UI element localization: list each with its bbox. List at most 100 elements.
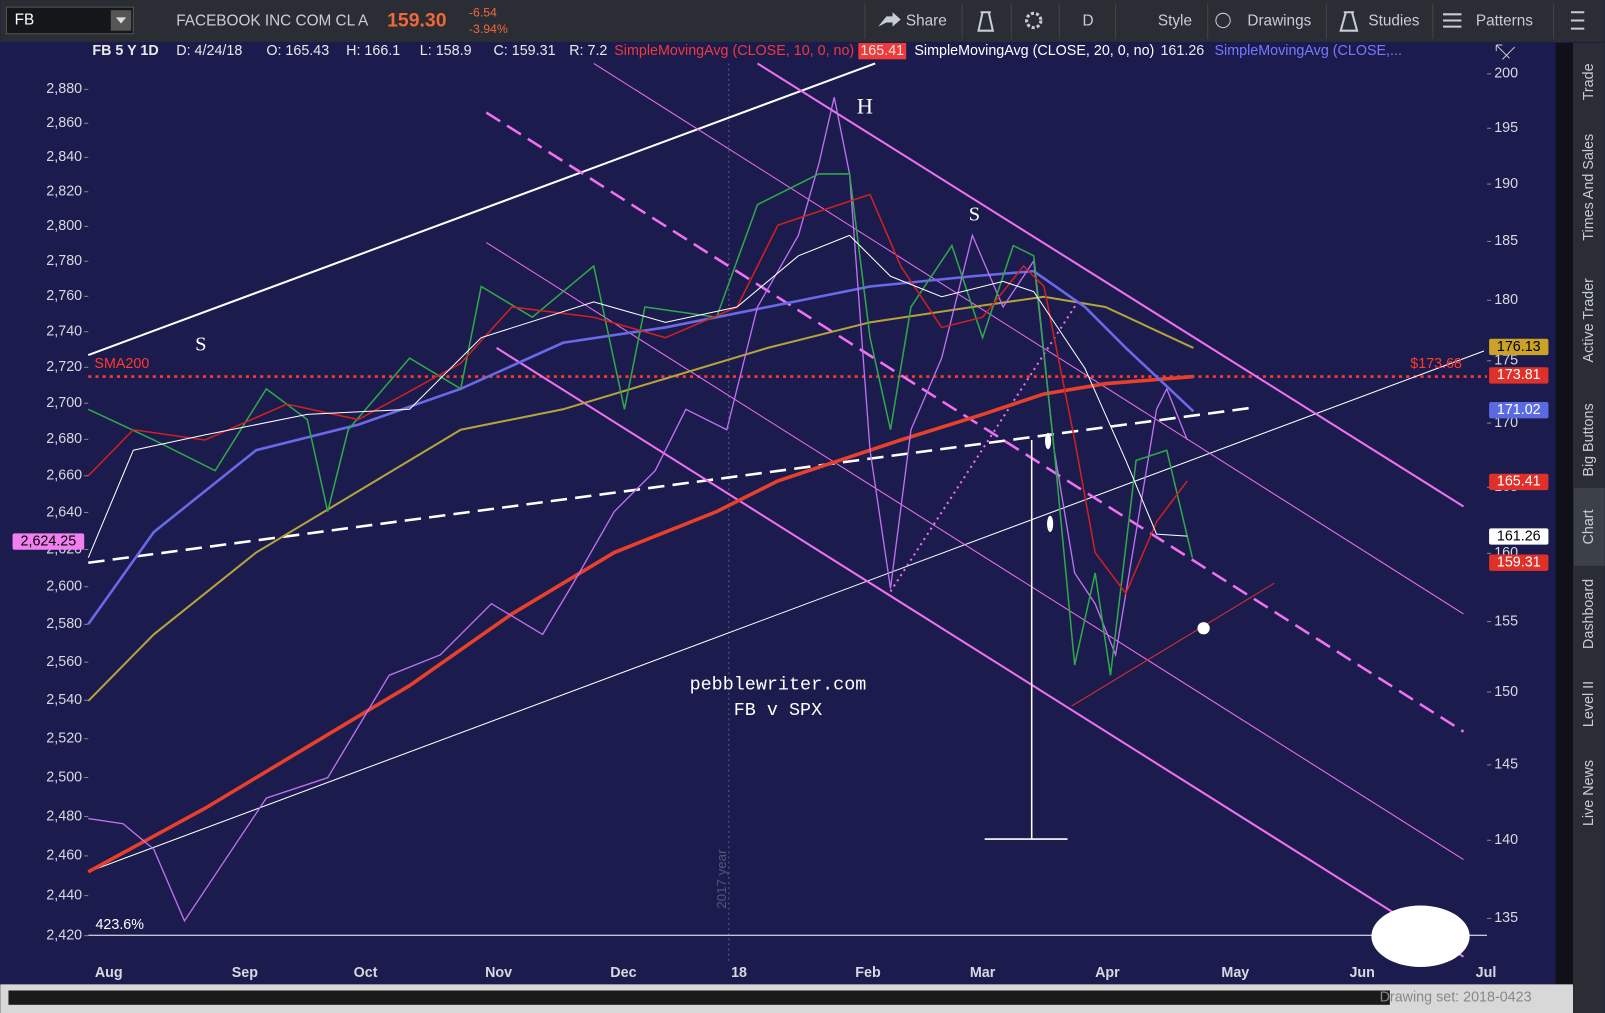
y-tick-label: 2,820 <box>46 184 82 200</box>
sidebar-tab[interactable]: Live News <box>1581 760 1597 826</box>
sidebar-tab[interactable]: Big Buttons <box>1581 403 1597 476</box>
x-tick-label: Sep <box>232 965 259 981</box>
sidebar-tab[interactable]: Trade <box>1581 63 1597 100</box>
y-tick-label: 2,700 <box>46 395 82 411</box>
toolbar <box>0 0 1605 42</box>
sidebar-tab[interactable]: Level II <box>1581 681 1597 727</box>
study-name: SimpleMovingAvg (CLOSE, 10, 0, no) <box>614 43 854 59</box>
y-tick-label: 2,440 <box>46 887 82 903</box>
flask-icon[interactable] <box>977 11 995 32</box>
annotation: H <box>857 94 873 119</box>
company-name: FACEBOOK INC COM CL A <box>176 13 369 30</box>
annotation: FB v SPX <box>734 700 822 721</box>
trend-line <box>87 62 876 357</box>
annotation: 423.6% <box>95 917 144 933</box>
sidebar-tab[interactable]: Dashboard <box>1581 579 1597 649</box>
dropdown-arrow <box>115 17 127 24</box>
settings-icon[interactable] <box>1025 11 1043 30</box>
studies-icon[interactable] <box>1339 11 1359 32</box>
toolbar-button[interactable]: Studies <box>1368 13 1419 30</box>
x-tick-label: Mar <box>970 965 996 981</box>
sidebar-tab[interactable]: Times And Sales <box>1581 134 1597 241</box>
sma20 <box>87 234 1188 558</box>
symbol: FB <box>15 12 35 29</box>
toolbar-button[interactable]: Share <box>906 13 947 30</box>
scrollbar[interactable] <box>1555 42 1573 985</box>
time-scrollbar[interactable] <box>8 990 1390 1005</box>
y2-marker-box <box>1489 367 1549 384</box>
y-tick-label: 2,500 <box>46 769 82 785</box>
y2-tick-label: 140 <box>1494 832 1518 848</box>
annotation: 2017 year <box>714 849 729 909</box>
net-change: -6.54 <box>469 6 497 20</box>
channel-line <box>486 242 1464 860</box>
sidebar-tab[interactable]: Active Trader <box>1581 278 1597 363</box>
y2-tick-label: 175 <box>1494 353 1518 369</box>
toolbar-button[interactable]: D <box>1082 13 1093 30</box>
x-tick-label: May <box>1221 965 1249 981</box>
active-tab <box>1574 488 1605 566</box>
last-price: 159.30 <box>387 10 447 32</box>
marker <box>1045 432 1052 450</box>
sma10 <box>87 193 1188 595</box>
y2-tick-label: 190 <box>1494 176 1518 192</box>
x-tick-label: Apr <box>1095 965 1120 981</box>
menu-icon[interactable] <box>1570 11 1585 30</box>
y-tick-label: 2,640 <box>46 504 82 520</box>
support-line <box>1071 582 1275 707</box>
y-tick-label: 2,580 <box>46 616 82 632</box>
expand-icon[interactable] <box>1495 44 1516 60</box>
y2-marker-box <box>1489 473 1549 491</box>
bar-high: H: 166.1 <box>346 43 400 59</box>
patterns-icon[interactable] <box>1443 13 1462 28</box>
spx-line <box>88 97 1188 923</box>
y-tick-label: 2,680 <box>46 431 82 447</box>
y2-marker-label: 173.81 <box>1497 367 1541 383</box>
y2-tick-label: 200 <box>1494 66 1518 82</box>
sma-gold <box>87 295 1194 702</box>
bar-range: R: 7.2 <box>569 43 607 59</box>
y2-tick-label: 180 <box>1494 292 1518 308</box>
y2-tick-label: 145 <box>1494 757 1518 773</box>
toolbar-button[interactable]: Drawings <box>1247 13 1311 30</box>
bar-close: C: 159.31 <box>493 43 555 59</box>
toolbar-separators <box>864 4 1555 39</box>
y-tick-label: 2,520 <box>46 731 82 747</box>
share-icon[interactable] <box>878 12 901 27</box>
marker <box>1197 622 1210 635</box>
y2-tick-label: 135 <box>1494 910 1518 926</box>
symbol-period: FB 5 Y 1D <box>92 43 158 59</box>
channel-lower <box>496 347 1465 958</box>
y2-tick-label: 155 <box>1494 613 1518 629</box>
y-tick-label: 2,460 <box>46 848 82 864</box>
marker <box>1047 515 1054 533</box>
y-tick-label: 2,760 <box>46 288 82 304</box>
y-tick-label: 2,840 <box>46 149 82 165</box>
y-tick-label: 2,860 <box>46 115 82 131</box>
bar-open: O: 165.43 <box>266 43 329 59</box>
y-tick-label: 2,480 <box>46 808 82 824</box>
sidebar-tabs: Trade Times And Sales Active Trader Big But… <box>1574 63 1605 826</box>
y2-marker-label: 159.31 <box>1497 554 1541 570</box>
trend-line-thin <box>88 350 1485 873</box>
x-tick-label: 18 <box>731 965 747 981</box>
y2-marker-label: 176.13 <box>1497 339 1541 355</box>
percent-change: -3.94% <box>469 22 508 36</box>
drawing-set: Drawing set: 2018-0423 <box>1380 989 1532 1005</box>
y2-tick-label: 170 <box>1494 415 1518 431</box>
toolbar-buttons: Share D Style Drawings Studies Patterns <box>906 13 1533 30</box>
y-tick-label: 2,600 <box>46 579 82 595</box>
x-tick-label: Oct <box>354 965 378 981</box>
sidebar-tab[interactable]: Chart <box>1581 509 1597 544</box>
x-tick-label: Jul <box>1476 965 1497 981</box>
annotation: $173.68 <box>1410 356 1462 372</box>
y2-marker-label: 165.41 <box>1497 474 1541 490</box>
channel-line <box>593 63 1464 615</box>
y-tick-label: 2,780 <box>46 253 82 269</box>
toolbar-button[interactable]: Style <box>1158 13 1192 30</box>
channel-mid <box>485 111 1465 733</box>
annotation: pebblewriter.com <box>690 674 867 695</box>
drawings-icon[interactable] <box>1215 12 1231 29</box>
toolbar-button[interactable]: Patterns <box>1476 13 1533 30</box>
y2-marker-box <box>1489 338 1549 356</box>
